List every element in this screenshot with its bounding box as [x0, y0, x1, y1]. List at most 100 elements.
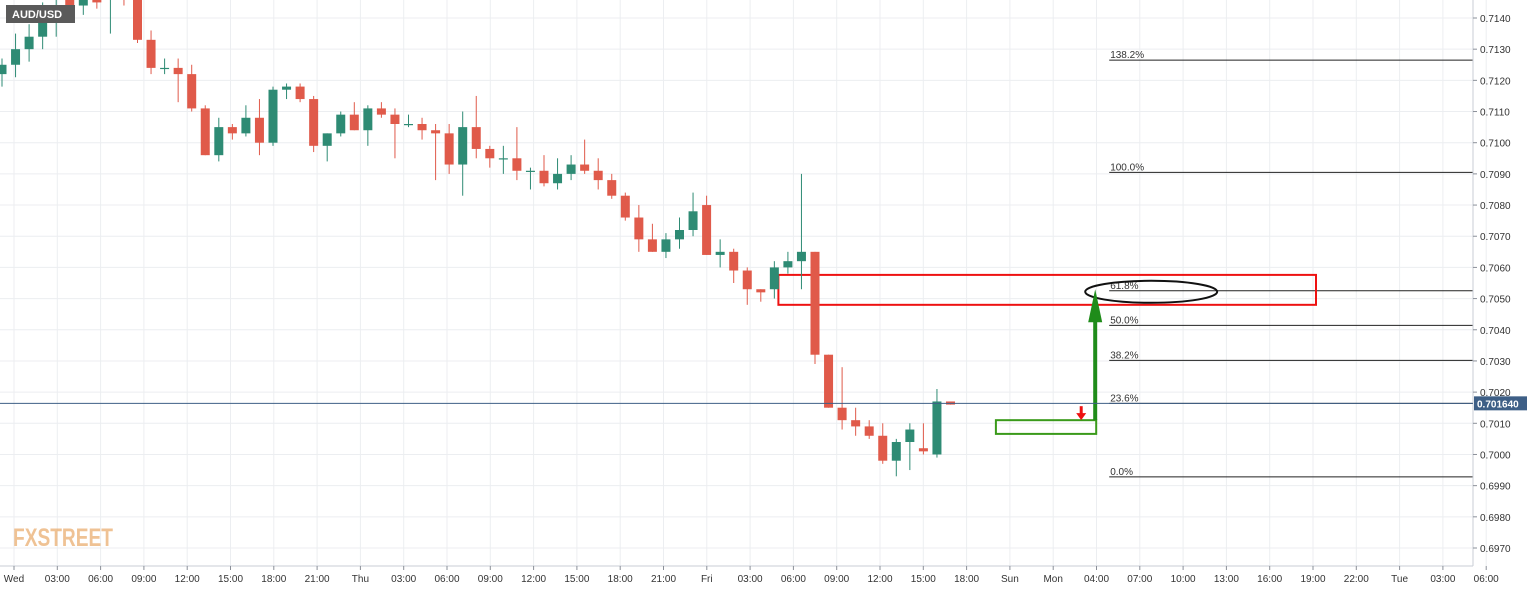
candle: [864, 420, 874, 439]
candle: [566, 155, 576, 181]
red-arrow-head: [1076, 413, 1087, 421]
candle-body: [78, 0, 88, 6]
y-tick-label: 0.7010: [1480, 419, 1511, 430]
candle-body: [688, 211, 698, 230]
fib-highlight-ellipse: [1084, 279, 1219, 304]
candle-body: [417, 124, 427, 131]
candle: [173, 58, 183, 103]
fib-level-label: 0.0%: [1110, 467, 1133, 478]
candle: [227, 124, 237, 140]
candle: [187, 64, 197, 112]
x-tick-label: 12:00: [521, 574, 546, 585]
candle: [254, 99, 264, 156]
candle: [498, 145, 508, 174]
x-tick-label: 13:00: [1214, 574, 1239, 585]
y-tick-label: 0.7100: [1480, 139, 1511, 150]
y-tick-label: 0.7030: [1480, 357, 1511, 368]
y-tick-label: 0.7070: [1480, 232, 1511, 243]
candle-body: [742, 270, 752, 290]
candle-body: [607, 180, 617, 196]
last-price-line: 0.701640: [0, 396, 1527, 411]
x-tick-label: 21:00: [305, 574, 330, 585]
candle-body: [363, 108, 373, 131]
candle-body: [187, 74, 197, 109]
y-tick-label: 0.7120: [1480, 76, 1511, 87]
watermark-logo: FXSTREET: [13, 524, 113, 552]
candle-body: [878, 435, 888, 461]
candle-body: [634, 217, 644, 240]
candle-body: [309, 99, 319, 146]
x-tick-label: Thu: [352, 574, 369, 585]
x-tick-label: 09:00: [478, 574, 503, 585]
candle: [24, 24, 34, 62]
fib-level-label: 23.6%: [1110, 393, 1138, 404]
candle: [0, 58, 7, 87]
candle-body: [620, 195, 630, 218]
candle: [133, 0, 142, 43]
watermark-text: FXSTREET: [13, 524, 113, 552]
x-tick-label: 09:00: [824, 574, 849, 585]
candle-body: [458, 127, 468, 165]
x-tick-label: 10:00: [1171, 574, 1196, 585]
candle-body: [905, 429, 915, 442]
candle-body: [214, 127, 224, 156]
fibonacci-levels: 138.2% 100.0% 61.8% 50.0% 38.2% 23.6% 0.0%: [1109, 50, 1473, 478]
candle-body: [160, 67, 170, 70]
candle-body: [810, 251, 820, 355]
candle: [109, 0, 111, 34]
candle: [146, 30, 156, 75]
candle-body: [146, 39, 156, 68]
x-tick-label: 03:00: [1430, 574, 1455, 585]
candle-body: [38, 18, 48, 37]
y-tick-label: 0.7040: [1480, 326, 1511, 337]
fib-level-label: 38.2%: [1110, 350, 1138, 361]
fib-level-label: 138.2%: [1110, 50, 1144, 61]
candle-body: [376, 108, 386, 115]
candle-body: [661, 239, 671, 252]
x-tick-label: Sun: [1001, 574, 1019, 585]
candle-body: [444, 133, 454, 165]
x-tick-label: 06:00: [1474, 574, 1499, 585]
candle-body: [918, 448, 928, 452]
candle-body: [92, 0, 102, 3]
candle-body: [254, 117, 264, 143]
candle: [214, 117, 224, 162]
x-axis: Wed 03:00 06:00 09:00 12:00 15:00 18:00 21:00 Th…: [4, 566, 1499, 585]
candle-body: [851, 420, 861, 427]
candle: [282, 83, 292, 100]
symbol-label-text: AUD/USD: [12, 9, 62, 21]
candle-body: [349, 114, 359, 131]
x-tick-label: 06:00: [88, 574, 113, 585]
candle-body: [715, 251, 725, 255]
candle-body: [133, 0, 142, 40]
candle-body: [485, 148, 495, 159]
candle: [878, 423, 888, 464]
candle: [376, 102, 386, 118]
candle-body: [390, 114, 400, 124]
candle: [918, 423, 928, 455]
candle-body: [471, 127, 481, 149]
candle: [200, 105, 210, 156]
candle: [688, 192, 698, 237]
candle-body: [0, 64, 7, 75]
candle: [525, 167, 535, 190]
x-tick-label: 12:00: [175, 574, 200, 585]
candle: [123, 0, 125, 6]
candle-body: [796, 251, 806, 262]
candle-body: [864, 426, 874, 436]
y-tick-label: 0.6970: [1480, 544, 1511, 555]
candle: [837, 367, 847, 430]
candlesticks: [0, 0, 955, 477]
candle-body: [702, 205, 712, 255]
x-tick-label: 18:00: [608, 574, 633, 585]
x-tick-label: 06:00: [434, 574, 459, 585]
candle: [607, 173, 617, 199]
candle: [417, 117, 427, 140]
candle: [593, 158, 603, 190]
x-tick-label: 07:00: [1127, 574, 1152, 585]
candle: [160, 58, 170, 75]
candle: [92, 0, 102, 9]
candle-body: [932, 401, 942, 455]
